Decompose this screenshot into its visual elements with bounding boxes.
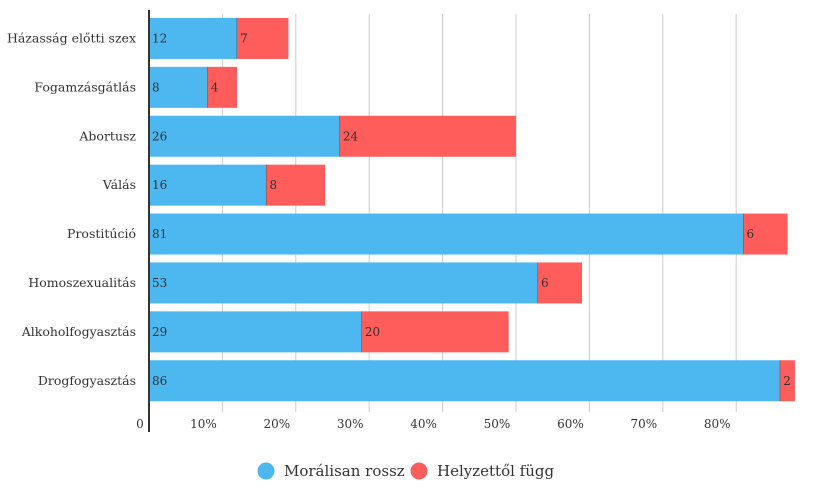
x-tick-label: 0 — [136, 417, 144, 431]
category-label: Prostitúció — [67, 226, 136, 241]
data-label: 26 — [152, 129, 167, 143]
data-label: 24 — [343, 129, 359, 143]
x-tick-label: 70% — [630, 417, 657, 431]
category-label: Homoszexualitás — [28, 275, 136, 290]
bar-segment — [237, 17, 289, 59]
bar-segment — [149, 17, 238, 59]
data-label: 86 — [152, 374, 167, 388]
bar-segment — [361, 311, 509, 353]
data-label: 81 — [152, 227, 167, 241]
category-label: Abortusz — [78, 128, 136, 143]
x-tick-label: 60% — [557, 417, 584, 431]
data-label: 16 — [152, 178, 167, 192]
data-label: 2 — [783, 374, 791, 388]
bar-segment — [538, 262, 583, 304]
category-label: Válás — [102, 177, 136, 192]
category-label: Fogamzásgátlás — [34, 79, 136, 94]
legend-label: Helyzettől függ — [437, 462, 554, 480]
bar-segment — [149, 213, 744, 255]
category-label: Alkoholfogyasztás — [21, 324, 136, 339]
category-label: Drogfogyasztás — [38, 373, 136, 388]
bar-segment — [149, 164, 267, 206]
data-label: 7 — [240, 31, 248, 45]
bar-segment — [207, 66, 238, 108]
bar-segment — [149, 311, 362, 353]
x-tick-label: 50% — [484, 417, 511, 431]
data-label: 53 — [152, 276, 167, 290]
legend-marker — [257, 462, 275, 480]
x-tick-label: 80% — [704, 417, 731, 431]
bar-segment — [149, 115, 340, 157]
bar-segment — [743, 213, 788, 255]
data-label: 12 — [152, 31, 167, 45]
data-label: 6 — [541, 276, 549, 290]
data-label: 20 — [365, 325, 380, 339]
legend-marker — [410, 462, 428, 480]
x-tick-label: 20% — [263, 417, 290, 431]
data-label: 29 — [152, 325, 167, 339]
data-label: 8 — [152, 80, 160, 94]
category-label: Házasság előtti szex — [7, 30, 136, 45]
data-label: 4 — [211, 80, 219, 94]
data-label: 8 — [269, 178, 277, 192]
legend-label: Morálisan rossz — [284, 462, 405, 480]
x-tick-label: 40% — [410, 417, 437, 431]
bar-segment — [149, 360, 781, 402]
bar-segment — [149, 262, 539, 304]
data-label: 6 — [747, 227, 755, 241]
x-tick-label: 10% — [190, 417, 217, 431]
bar-segment — [339, 115, 516, 157]
bar-segment — [266, 164, 326, 206]
bar-segment — [149, 66, 208, 108]
x-tick-label: 30% — [337, 417, 364, 431]
bar-segment — [780, 360, 795, 402]
